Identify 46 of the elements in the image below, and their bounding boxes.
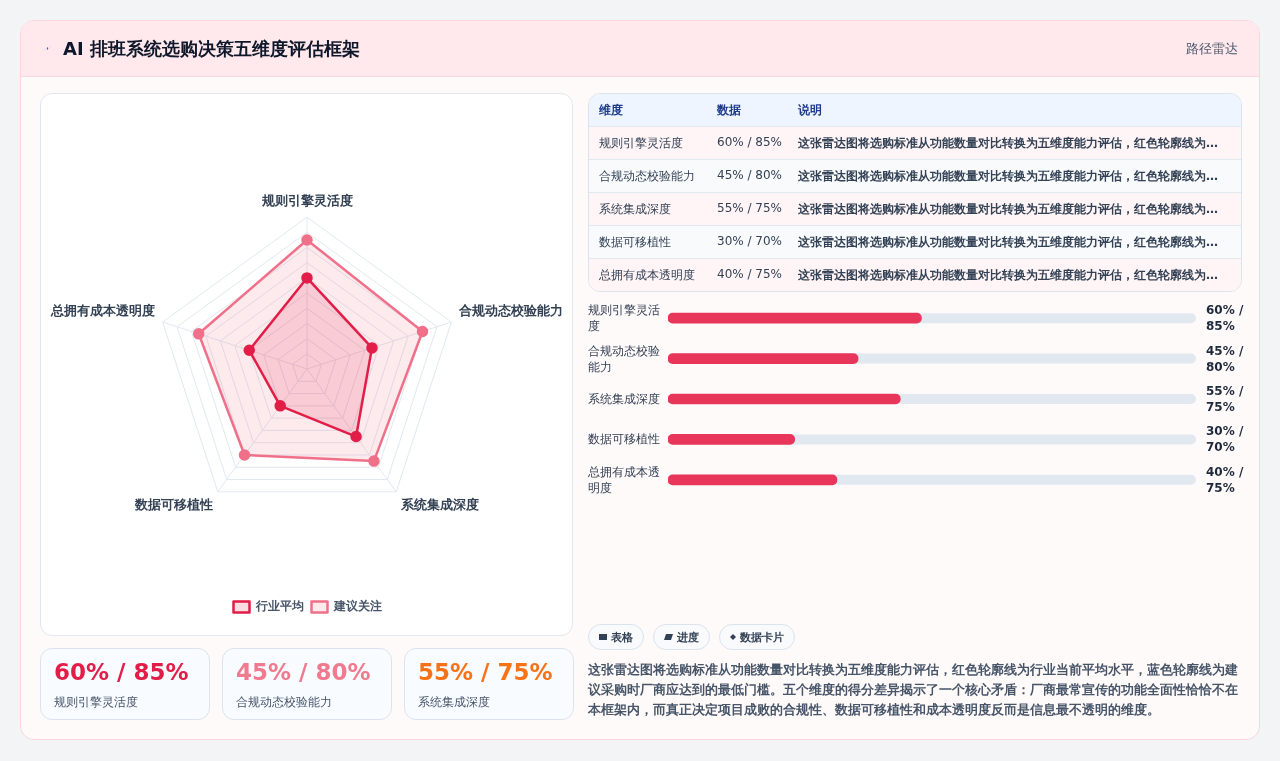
data-label: 60% / 85%: [1206, 302, 1245, 336]
text: 45% / 80%: [717, 168, 783, 182]
text: 合规动态校验能力: [599, 168, 695, 185]
text: 45% / 80%: [236, 659, 371, 685]
text: 55% / 75%: [418, 659, 553, 685]
text: 总拥有成本透明度: [599, 267, 695, 284]
y-tick-label: 规则引擎灵活度: [588, 302, 661, 336]
y-tick-label: 数据可移植性: [588, 431, 661, 449]
spoke-label: 数据可移植性: [134, 497, 214, 513]
text: 说明: [798, 102, 822, 119]
text: 60% / 85%: [717, 135, 783, 149]
data-label: 45% / 80%: [1206, 342, 1245, 376]
data-label: 55% / 75%: [1206, 383, 1245, 416]
text: 40% / 75%: [717, 267, 783, 281]
text: 合规动态校验能力: [236, 694, 332, 711]
y-tick-label: 系统集成深度: [588, 391, 661, 408]
text: 30% / 70%: [717, 234, 783, 248]
y-tick-label: 总拥有成本透明度: [588, 463, 661, 497]
text: 这张雷达图将选购标准从功能数量对比转换为五维度能力评估，红色轮廓线为…: [798, 234, 1218, 251]
text: 路径雷达: [1186, 40, 1238, 58]
spoke-label: 总拥有成本透明度: [50, 303, 155, 319]
text: 这张雷达图将选购标准从功能数量对比转换为五维度能力评估，红色轮廓线为…: [798, 135, 1218, 152]
text: 进度: [653, 624, 710, 650]
legend-label: 建议关注: [332, 599, 382, 614]
spoke-label: 合规动态校验能力: [458, 303, 563, 319]
text: 这张雷达图将选购标准从功能数量对比转换为五维度能力评估，红色轮廓线为…: [798, 201, 1218, 218]
data-label: 40% / 75%: [1206, 463, 1245, 497]
data-label: 30% / 70%: [1206, 423, 1245, 457]
bar: [668, 434, 796, 445]
text: 55% / 75%: [717, 201, 783, 215]
text: AI 排班系统选购决策五维度评估框架: [63, 37, 360, 61]
legend-label: 行业平均: [254, 599, 304, 614]
text: 这张雷达图将选购标准从功能数量对比转换为五维度能力评估，红色轮廓线为…: [798, 168, 1218, 185]
text: 这张雷达图将选购标准从功能数量对比转换为五维度能力评估，红色轮廓线为行业当前平均水平，蓝色轮廓线为建议采购时厂商应达到的最低门槛。五个维度的得分差异揭示了一个核心矛盾：厂商最常宣传的功能全面性恰恰不在本框架内，而真正决定项目成败的合规性、数据可移植性和成本透明度反而是信息最不透明的维度。: [588, 661, 1239, 719]
text: 维度: [599, 102, 623, 119]
text: 表格: [588, 624, 644, 650]
text: 60% / 85%: [54, 659, 189, 685]
text: 数据: [717, 102, 741, 119]
y-tick-label: 合规动态校验能力: [588, 342, 661, 376]
spoke-label: 规则引擎灵活度: [260, 192, 353, 208]
text: 这张雷达图将选购标准从功能数量对比转换为五维度能力评估，红色轮廓线为…: [798, 267, 1218, 284]
text: 规则引擎灵活度: [54, 694, 138, 711]
text: 规则引擎灵活度: [599, 135, 683, 152]
spoke-label: 系统集成深度: [399, 497, 479, 513]
text: 数据卡片: [719, 624, 795, 650]
text: 系统集成深度: [418, 694, 490, 711]
